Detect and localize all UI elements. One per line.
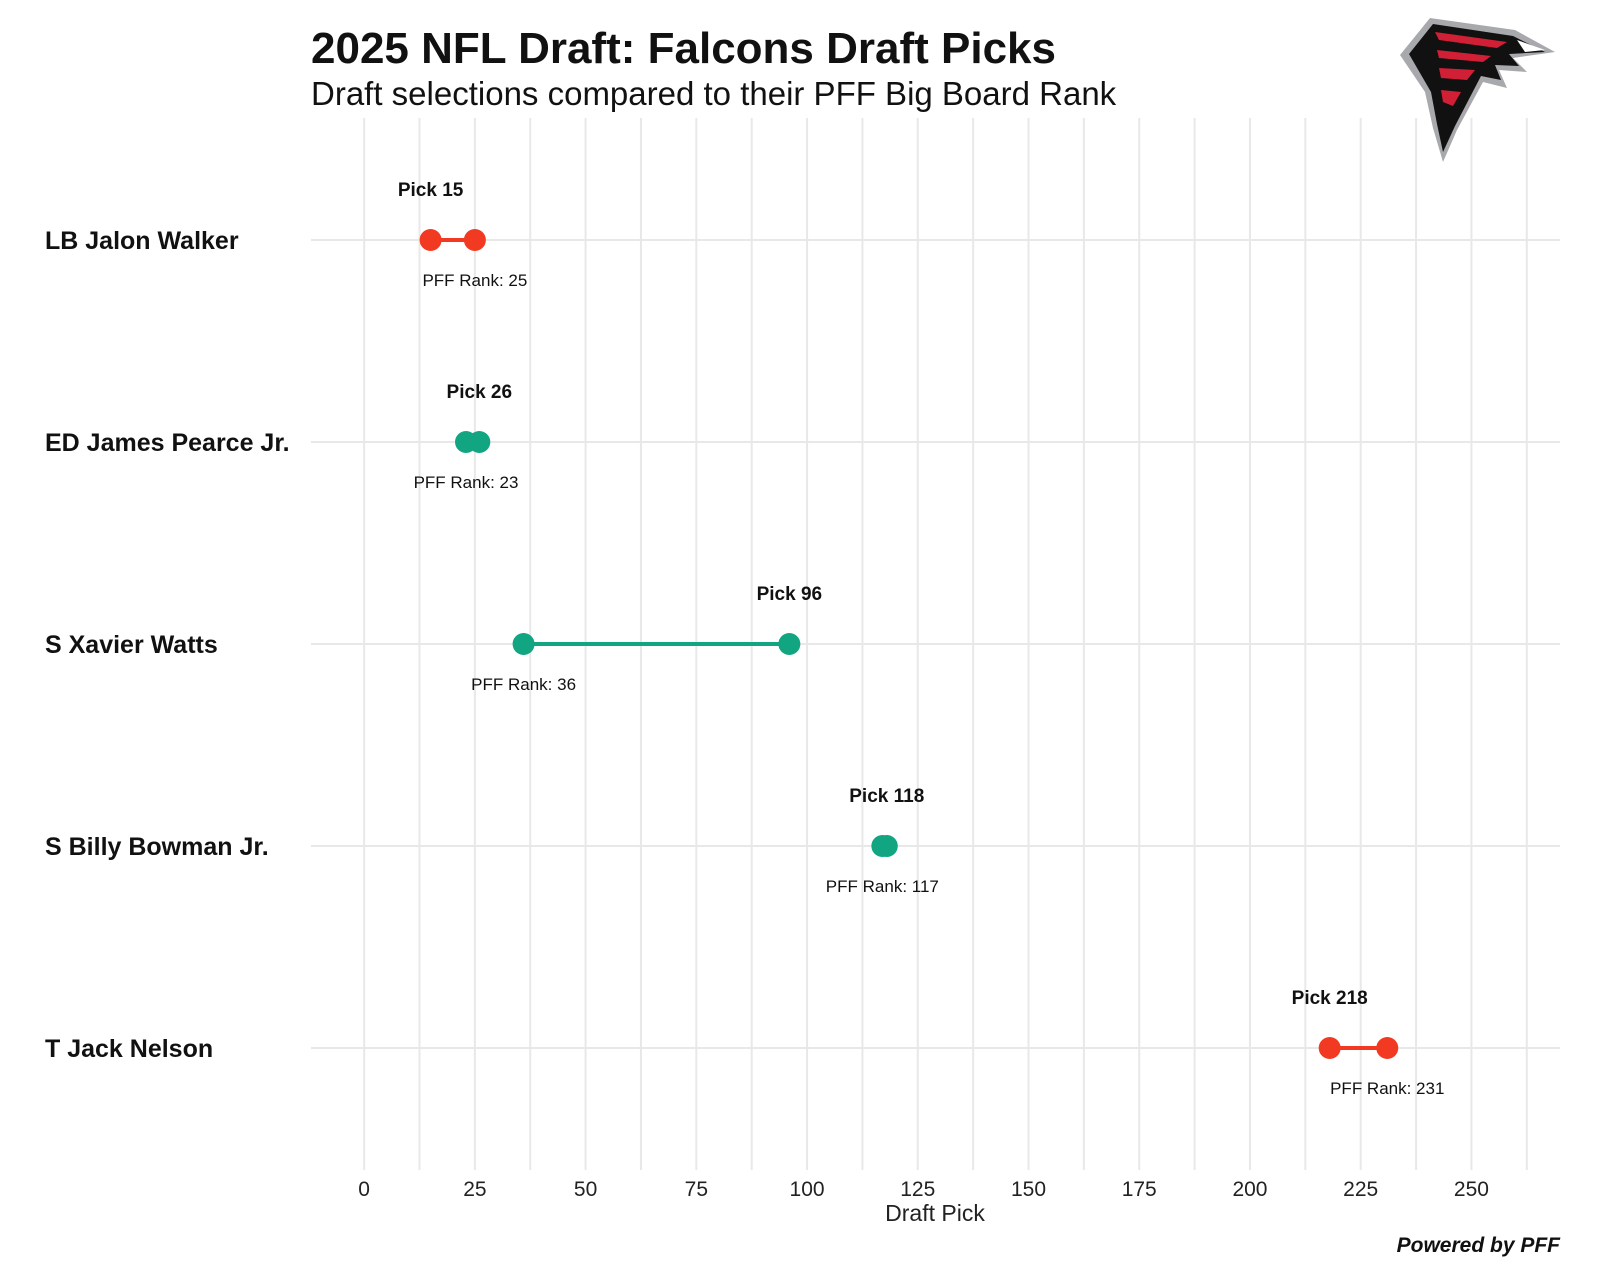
chart-subtitle: Draft selections compared to their PFF B… <box>311 75 1117 112</box>
x-tick-label: 75 <box>685 1178 708 1201</box>
player-name-label: S Xavier Watts <box>45 631 218 659</box>
player-row: S Xavier Watts Pick 96 PFF Rank: 36 <box>45 584 822 694</box>
x-tick-label: 100 <box>790 1178 825 1201</box>
player-row: ED James Pearce Jr. Pick 26 PFF Rank: 23 <box>45 382 518 492</box>
pff-rank-point <box>463 229 486 251</box>
x-axis-title: Draft Pick <box>885 1200 985 1226</box>
pff-rank-label: PFF Rank: 25 <box>422 271 527 290</box>
player-row: S Billy Bowman Jr. Pick 118 PFF Rank: 117 <box>45 786 939 896</box>
x-axis: 0 25 50 75 100 125 150 175 200 225 250 <box>358 1178 1489 1201</box>
x-tick-label: 250 <box>1454 1178 1489 1201</box>
pick-label: Pick 15 <box>398 180 464 201</box>
player-name-label: ED James Pearce Jr. <box>45 429 290 457</box>
x-tick-label: 25 <box>463 1178 486 1201</box>
player-name-label: S Billy Bowman Jr. <box>45 833 269 861</box>
chart-title: 2025 NFL Draft: Falcons Draft Picks <box>311 24 1056 73</box>
player-row: LB Jalon Walker Pick 15 PFF Rank: 25 <box>45 180 527 290</box>
pff-rank-label: PFF Rank: 23 <box>414 473 519 492</box>
pff-rank-label: PFF Rank: 36 <box>471 675 576 694</box>
credit-text: Powered by PFF <box>1397 1234 1562 1257</box>
pick-label: Pick 96 <box>757 584 823 605</box>
x-tick-label: 125 <box>900 1178 935 1201</box>
draft-pick-point <box>875 835 898 857</box>
pick-label: Pick 218 <box>1292 988 1368 1009</box>
falcons-logo-icon <box>1400 18 1555 162</box>
pick-label: Pick 118 <box>849 786 924 807</box>
draft-pick-point <box>468 431 491 453</box>
pff-rank-point <box>1376 1037 1399 1059</box>
x-tick-label: 150 <box>1011 1178 1046 1201</box>
player-row: T Jack Nelson Pick 218 PFF Rank: 231 <box>45 988 1444 1098</box>
x-tick-label: 0 <box>358 1178 370 1201</box>
player-name-label: T Jack Nelson <box>45 1035 213 1063</box>
x-tick-label: 225 <box>1343 1178 1378 1201</box>
draft-pick-point <box>778 633 801 655</box>
x-tick-label: 200 <box>1232 1178 1267 1201</box>
x-tick-label: 175 <box>1122 1178 1157 1201</box>
draft-pick-point <box>1318 1037 1341 1059</box>
player-rows: LB Jalon Walker Pick 15 PFF Rank: 25 ED Jam… <box>45 180 1444 1098</box>
x-tick-label: 50 <box>574 1178 597 1201</box>
pff-rank-point <box>512 633 535 655</box>
grid-lines <box>311 118 1560 1170</box>
pff-rank-label: PFF Rank: 117 <box>826 877 939 896</box>
pff-rank-label: PFF Rank: 231 <box>1330 1079 1444 1098</box>
draft-pick-point <box>419 229 442 251</box>
pick-label: Pick 26 <box>447 382 513 403</box>
player-name-label: LB Jalon Walker <box>45 227 239 255</box>
